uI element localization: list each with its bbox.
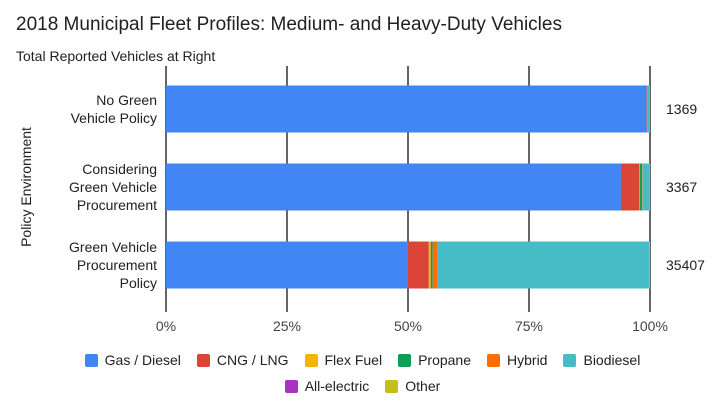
legend-item: Other bbox=[385, 378, 440, 394]
chart-subtitle: Total Reported Vehicles at Right bbox=[16, 48, 216, 64]
legend-swatch bbox=[398, 353, 412, 367]
legend-row: All-electric Other bbox=[0, 373, 725, 399]
legend-swatch bbox=[304, 353, 318, 367]
legend-swatch bbox=[563, 353, 577, 367]
x-tick-label: 50% bbox=[394, 318, 422, 334]
bar-segment-gas-diesel bbox=[166, 241, 408, 289]
legend-item: CNG / LNG bbox=[196, 352, 289, 368]
bar-segment-biodiesel bbox=[647, 85, 650, 133]
legend-label: Hybrid bbox=[507, 352, 548, 368]
bar-segment-other bbox=[649, 163, 651, 211]
legend-item: Propane bbox=[398, 352, 471, 368]
legend-label: Biodiesel bbox=[583, 352, 641, 368]
legend-item: Biodiesel bbox=[563, 352, 640, 368]
legend-label: CNG / LNG bbox=[216, 352, 289, 368]
category-label: Vehicle Policy bbox=[71, 110, 157, 126]
legend-row: Gas / Diesel CNG / LNG Flex Fuel Propane Hyb… bbox=[0, 347, 725, 373]
x-tick-label: 75% bbox=[515, 318, 543, 334]
legend-swatch bbox=[84, 353, 98, 367]
bar-segment-gas-diesel bbox=[166, 163, 621, 211]
total-label: 35407 bbox=[666, 257, 705, 273]
x-tick-label: 25% bbox=[273, 318, 301, 334]
bar-segment-cng-lng bbox=[620, 163, 640, 211]
legend-label: All-electric bbox=[304, 378, 370, 394]
bar-segment-flex-fuel bbox=[428, 241, 431, 289]
legend-item: All-electric bbox=[284, 378, 370, 394]
total-label: 3367 bbox=[666, 179, 697, 195]
bar-segment-flex-fuel bbox=[639, 163, 640, 211]
category-label: Considering bbox=[82, 161, 157, 177]
legend-swatch bbox=[487, 353, 501, 367]
bar-segment-gas-diesel bbox=[166, 85, 647, 133]
bar-segment-biodiesel bbox=[437, 241, 650, 289]
bar-segment-hybrid bbox=[642, 163, 643, 211]
category-label: Policy bbox=[120, 275, 157, 291]
legend-label: Propane bbox=[418, 352, 472, 368]
bar-segment-propane bbox=[639, 163, 643, 211]
category-label: Procurement bbox=[77, 257, 157, 273]
legend-item: Hybrid bbox=[487, 352, 547, 368]
legend-label: Other bbox=[405, 378, 441, 394]
legend-label: Gas / Diesel bbox=[104, 352, 181, 368]
x-tick-label: 100% bbox=[632, 318, 668, 334]
bar-chart: 0% 25% 50% 75% 100% No Green Vehicle Policy 136… bbox=[18, 66, 705, 334]
x-tick-label: 0% bbox=[156, 318, 176, 334]
bar-segment-biodiesel bbox=[642, 163, 650, 211]
legend-label: Flex Fuel bbox=[324, 352, 383, 368]
legend-swatch bbox=[385, 379, 399, 393]
legend-item: Gas / Diesel bbox=[84, 352, 181, 368]
bar-segment-cng-lng bbox=[408, 241, 429, 289]
legend-swatch bbox=[284, 379, 298, 393]
bar-segment-cng-lng bbox=[646, 85, 648, 133]
category-label: Green Vehicle bbox=[69, 239, 157, 255]
legend-swatch bbox=[196, 353, 210, 367]
legend-item: Flex Fuel bbox=[304, 352, 383, 368]
bar-segment-other bbox=[649, 241, 650, 289]
bar-segment-propane bbox=[430, 241, 433, 289]
y-axis-title: Policy Environment bbox=[18, 127, 34, 247]
category-label: Procurement bbox=[77, 197, 157, 213]
total-label: 1369 bbox=[666, 101, 697, 117]
chart-title: 2018 Municipal Fleet Profiles: Medium- a… bbox=[16, 14, 562, 35]
category-label: Green Vehicle bbox=[69, 179, 157, 195]
legend: Gas / Diesel CNG / LNG Flex Fuel Propane Hyb… bbox=[0, 347, 725, 399]
category-label: No Green bbox=[96, 92, 157, 108]
bar-segment-hybrid bbox=[432, 241, 438, 289]
